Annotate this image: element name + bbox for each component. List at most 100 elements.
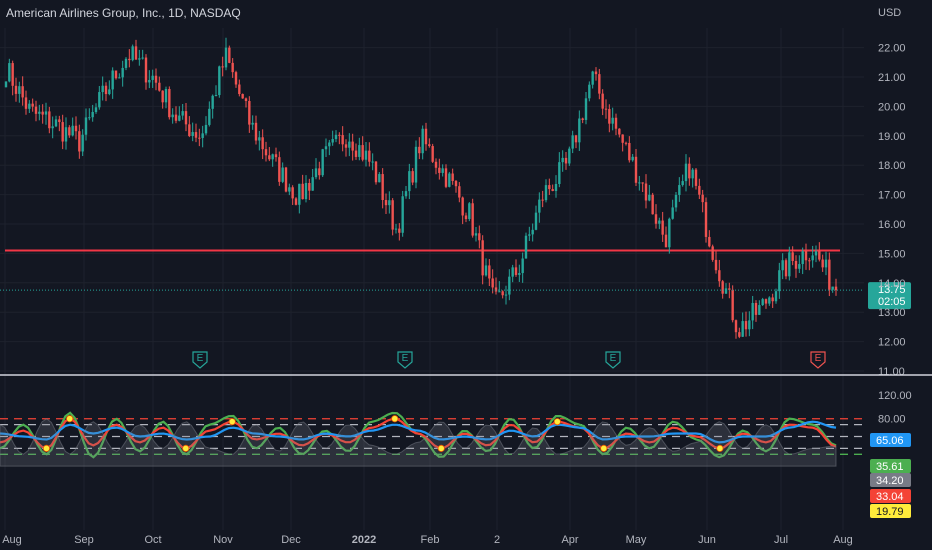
candle[interactable] [234,70,238,88]
candle[interactable] [184,102,188,132]
candle[interactable] [748,311,751,337]
candle[interactable] [321,148,324,177]
candle[interactable] [84,108,88,141]
candle[interactable] [441,164,444,177]
candle[interactable] [751,295,754,330]
candle[interactable] [274,147,278,162]
candle[interactable] [711,244,714,262]
candle[interactable] [734,319,738,339]
candle[interactable] [678,177,681,202]
candle[interactable] [691,167,694,188]
candle[interactable] [538,192,541,223]
candle[interactable] [814,245,818,263]
osc-series[interactable] [0,417,837,450]
candle[interactable] [21,76,24,106]
candle[interactable] [828,252,831,297]
candle[interactable] [414,140,418,189]
candle[interactable] [418,137,421,160]
candle[interactable] [108,80,111,96]
candle[interactable] [431,143,434,164]
candle[interactable] [511,264,514,283]
candle[interactable] [91,104,94,122]
candle[interactable] [244,97,248,108]
candle[interactable] [361,136,364,162]
candle[interactable] [498,281,501,293]
candle[interactable] [354,143,358,160]
candle[interactable] [634,148,638,186]
candle[interactable] [554,175,558,198]
candle[interactable] [421,125,424,160]
candle[interactable] [468,202,471,222]
candle[interactable] [681,174,684,187]
candle[interactable] [834,278,838,296]
candle[interactable] [661,211,664,242]
candle[interactable] [211,94,214,119]
candle[interactable] [51,116,54,139]
candle[interactable] [348,133,351,157]
candle[interactable] [398,223,401,241]
candle[interactable] [248,96,251,133]
candle[interactable] [781,253,784,280]
candle[interactable] [741,312,744,337]
candle[interactable] [721,279,724,299]
candle[interactable] [391,198,394,236]
candle[interactable] [658,217,661,230]
candle[interactable] [18,81,21,103]
candle[interactable] [318,161,321,180]
candle[interactable] [651,192,654,215]
candle[interactable] [584,91,588,125]
candle[interactable] [174,106,178,124]
candle[interactable] [371,153,374,171]
candle[interactable] [4,81,8,88]
candle[interactable] [484,258,488,277]
candle[interactable] [388,191,391,214]
candle[interactable] [221,56,224,77]
candle[interactable] [604,99,608,119]
candle[interactable] [588,81,591,102]
candle[interactable] [204,116,208,136]
candle[interactable] [444,164,448,189]
candle[interactable] [638,175,641,191]
candle[interactable] [454,180,458,193]
candle[interactable] [74,116,78,140]
candle[interactable] [788,246,791,281]
candle[interactable] [378,172,381,183]
candle[interactable] [384,193,388,214]
candle[interactable] [194,123,198,143]
candle[interactable] [558,152,561,188]
candle[interactable] [724,283,728,294]
candle[interactable] [101,76,104,101]
candle[interactable] [201,125,204,148]
candle[interactable] [601,89,604,116]
candle[interactable] [71,117,74,137]
candle[interactable] [424,122,428,151]
candle[interactable] [331,130,334,146]
candle[interactable] [794,255,798,278]
candle[interactable] [434,158,438,175]
candle[interactable] [261,129,264,160]
candle[interactable] [111,67,114,99]
candle[interactable] [548,178,551,195]
candle[interactable] [188,116,191,138]
earnings-marker[interactable]: E [605,351,621,369]
candle[interactable] [701,189,704,213]
candle[interactable] [698,178,701,200]
candle[interactable] [131,44,134,62]
earnings-marker[interactable]: E [810,351,826,369]
candle[interactable] [374,161,378,185]
candle[interactable] [88,108,91,121]
candle[interactable] [151,69,154,88]
candle[interactable] [671,199,674,220]
candle[interactable] [358,137,361,161]
candle[interactable] [718,259,721,287]
candle[interactable] [448,171,451,188]
candle[interactable] [94,103,98,114]
candle[interactable] [564,152,568,170]
candle[interactable] [458,182,461,203]
candle[interactable] [664,226,668,248]
candle[interactable] [494,277,498,295]
candle[interactable] [791,246,794,266]
candle[interactable] [254,115,258,145]
candle[interactable] [461,196,464,225]
candle[interactable] [328,139,331,156]
